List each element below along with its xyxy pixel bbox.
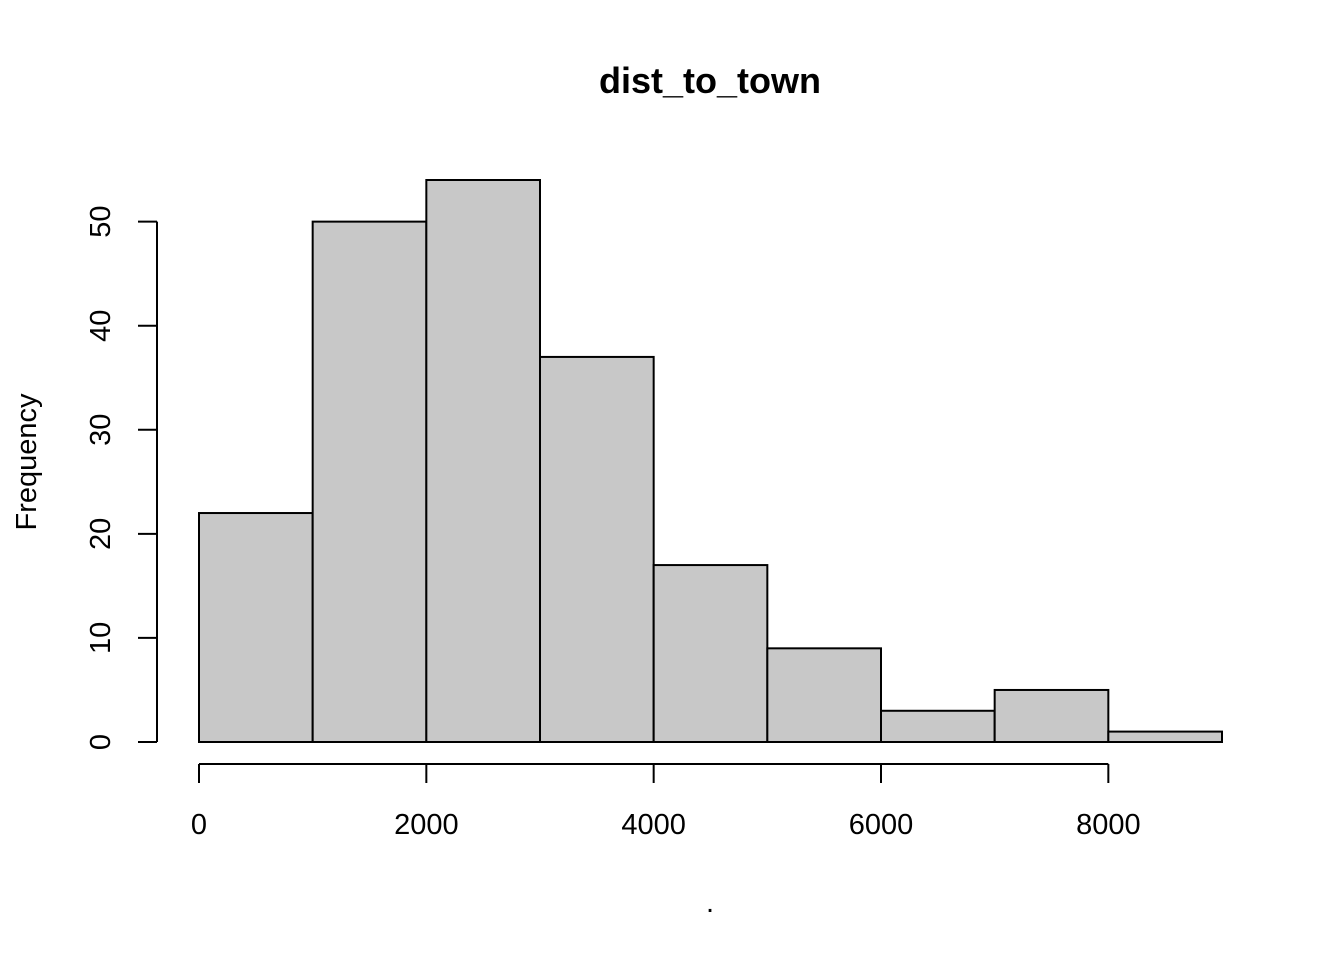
- y-tick-label: 50: [85, 205, 117, 237]
- histogram-bar-3: [539, 355, 655, 743]
- x-axis-label: .: [706, 887, 714, 919]
- histogram-bars: [198, 179, 1224, 744]
- x-tick-label: 0: [191, 809, 207, 841]
- x-tick-label: 2000: [394, 809, 459, 841]
- histogram-bar-7: [993, 688, 1110, 743]
- histogram-bar-5: [766, 647, 882, 743]
- chart-title: dist_to_town: [599, 60, 821, 101]
- x-tick-label: 8000: [1076, 809, 1141, 841]
- x-tick-label: 4000: [621, 809, 686, 841]
- x-axis: 0 2000 4000 6000 8000: [191, 763, 1141, 841]
- y-tick-label: 10: [85, 622, 117, 654]
- y-tick-label: 20: [85, 518, 117, 550]
- histogram-bar-1: [311, 220, 428, 743]
- y-tick-label: 40: [85, 310, 117, 342]
- y-axis: 0 10 20 30 40 50: [85, 205, 158, 750]
- y-tick-label: 0: [85, 734, 117, 750]
- histogram-bar-0: [198, 512, 314, 744]
- histogram-bar-2: [425, 179, 542, 743]
- y-tick-label: 30: [85, 414, 117, 446]
- x-tick-label: 6000: [849, 809, 914, 841]
- y-axis-label: Frequency: [11, 393, 43, 531]
- histogram-bar-4: [652, 564, 769, 744]
- histogram-bar-8: [1107, 730, 1224, 743]
- histogram-bar-6: [880, 709, 996, 743]
